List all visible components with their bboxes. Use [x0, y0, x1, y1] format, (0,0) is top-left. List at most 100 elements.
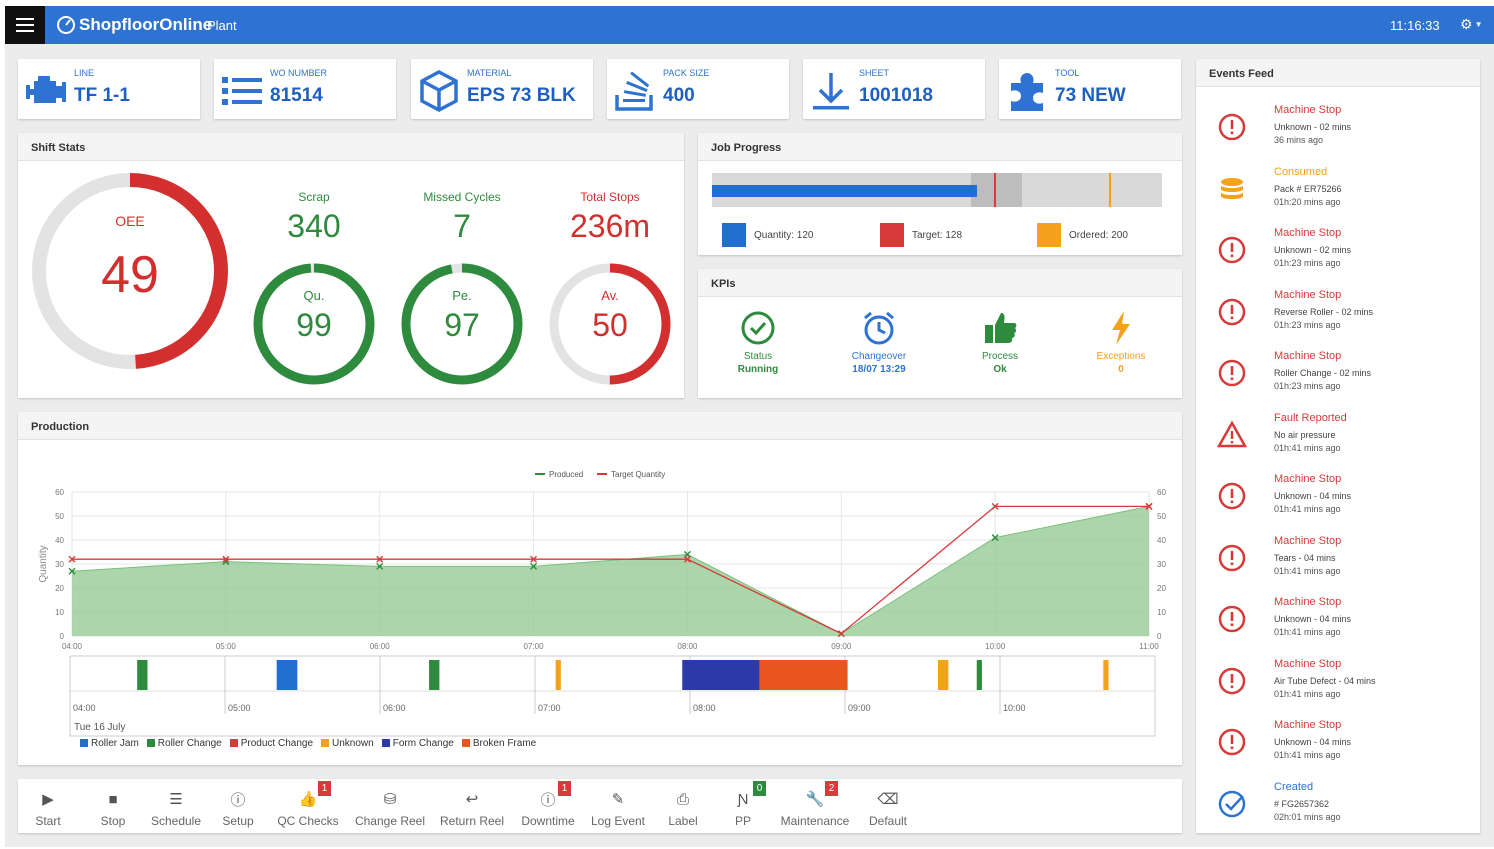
info-card-value: 400 — [663, 85, 695, 106]
event-title: Machine Stop — [1274, 227, 1342, 239]
alarm-clock-icon — [819, 307, 939, 349]
event-item[interactable]: Machine Stop Unknown - 04 mins 01h:41 mi… — [1206, 595, 1476, 656]
info-card-pack-size: PACK SIZE 400 — [607, 59, 789, 119]
legend-target: Target: 128 — [880, 223, 962, 247]
event-item[interactable]: Machine Stop Unknown - 02 mins 36 mins a… — [1206, 103, 1476, 164]
list-icon — [220, 69, 264, 113]
timeline-date-label: Tue 16 July — [74, 722, 125, 733]
kpi-process[interactable]: Process Ok — [940, 307, 1060, 375]
event-title: Machine Stop — [1274, 534, 1342, 547]
event-time: 01h:20 mins ago — [1274, 196, 1341, 207]
kpi-status[interactable]: Status Running — [698, 307, 818, 375]
event-description: No air pressure — [1274, 429, 1336, 440]
availability-value: 50 — [592, 307, 628, 343]
settings-menu[interactable]: ⚙ ▼ — [1460, 16, 1482, 33]
action-qc-checks-button[interactable]: 1 👍 QC Checks — [268, 781, 348, 828]
menu-button[interactable] — [5, 6, 45, 44]
event-description: Unknown - 04 mins — [1274, 491, 1352, 501]
play-icon: ▶ — [42, 791, 54, 808]
y-axis-label: Quantity — [38, 545, 49, 582]
event-time: 01h:41 mins ago — [1274, 442, 1341, 453]
stop-icon: ■ — [108, 790, 118, 808]
info-card-label: Line — [74, 68, 95, 78]
timeline-event — [938, 660, 949, 690]
list-icon: ☰ — [169, 791, 183, 808]
timeline-event — [276, 660, 298, 690]
target-point — [1145, 502, 1153, 510]
action-log-event-button[interactable]: ✎ Log Event — [578, 787, 658, 828]
kpis-panel: KPIs Status Running Changeover 18/07 13:… — [698, 269, 1182, 398]
action-maintenance-button[interactable]: 2 🔧 Maintenance — [775, 781, 855, 828]
event-item[interactable]: Machine Stop Reverse Roller - 02 mins 01… — [1206, 288, 1476, 349]
info-card-value: 81514 — [270, 85, 323, 106]
action-schedule-button[interactable]: ☰ Schedule — [136, 787, 216, 828]
timeline-hour-label: 06:00 — [383, 703, 406, 713]
action-default-button[interactable]: ⌫ Default — [848, 787, 928, 828]
x-tick-label: 08:00 — [677, 642, 698, 651]
action-return-reel-button[interactable]: ↩ Return Reel — [432, 787, 512, 828]
y-tick-label-right: 20 — [1157, 584, 1166, 593]
total-stops-label: Total Stops — [580, 190, 640, 204]
target-marker — [994, 173, 997, 207]
brand-logo[interactable]: ShopfloorOnline — [57, 15, 212, 35]
kpi-exceptions[interactable]: Exceptions 0 — [1061, 307, 1181, 375]
produced-point — [530, 562, 538, 570]
action-label: Stop — [100, 814, 126, 828]
action-label: Log Event — [590, 814, 646, 828]
produced-point — [991, 534, 999, 542]
kpi-label: Exceptions — [1096, 351, 1146, 362]
event-time: 01h:41 mins ago — [1274, 750, 1341, 760]
legend-swatch — [80, 739, 88, 748]
event-item[interactable]: Fault Reported No air pressure 01h:41 mi… — [1206, 411, 1476, 472]
timeline-hour-label: 09:00 — [848, 703, 871, 713]
event-item[interactable]: Machine Stop Unknown - 02 mins 01h:23 mi… — [1206, 226, 1476, 287]
action-stop-button[interactable]: ■ Stop — [73, 787, 153, 829]
y-tick-label: 30 — [55, 560, 64, 569]
kpi-changeover[interactable]: Changeover 18/07 13:29 — [819, 307, 939, 375]
event-title: Machine Stop — [1274, 104, 1342, 116]
action-downtime-button[interactable]: 1 ⓘ Downtime — [508, 781, 588, 828]
timeline-legend-item: Form Change — [381, 738, 454, 749]
action-label: Label — [668, 814, 698, 828]
check-circle-icon — [698, 307, 818, 349]
timeline-event — [1103, 660, 1109, 690]
event-item[interactable]: Machine Stop Unknown - 04 mins 01h:41 mi… — [1206, 472, 1476, 533]
gauge-logo-icon — [57, 16, 75, 34]
timeline-hour-label: 08:00 — [693, 703, 716, 713]
cube-icon — [417, 69, 461, 113]
x-tick-label: 11:00 — [1139, 642, 1159, 651]
action-label: Setup — [222, 814, 254, 828]
timeline-event — [137, 660, 148, 690]
info-card-label: TOOL — [1055, 68, 1080, 78]
performance-label: Pe. — [452, 288, 472, 303]
action-label: Change Reel — [354, 814, 426, 828]
action-badge: 1 — [558, 781, 571, 796]
action-setup-button[interactable]: ⓘ Setup — [198, 787, 278, 829]
panel-title: Job Progress — [698, 133, 1182, 161]
job-progress-panel: Job Progress Quantity: 120 Target: 128 O… — [698, 133, 1182, 255]
missed-cycles-label: Missed Cycles — [423, 190, 501, 204]
action-label-button[interactable]: ⎙ Label — [643, 787, 723, 829]
action-change-reel-button[interactable]: ⛁ Change Reel — [350, 787, 430, 828]
event-item[interactable]: Machine Stop Roller Change - 02 mins 01h… — [1206, 349, 1476, 410]
action-label: PP — [734, 814, 751, 828]
event-item[interactable]: Created # FG2657362 02h:01 mins ago — [1206, 780, 1476, 841]
event-item[interactable]: Machine Stop Air Tube Defect - 04 mins 0… — [1206, 657, 1476, 718]
legend-label: Unknown — [332, 738, 374, 749]
event-item[interactable]: Consumed Pack # ER75266 01h:20 mins ago — [1206, 165, 1476, 226]
thumbs-up-icon: 👍 — [298, 791, 318, 808]
info-card-material: MATERIAL EPS 73 BLK — [411, 59, 593, 119]
ordered-marker — [1109, 173, 1112, 207]
action-start-button[interactable]: ▶ Start — [8, 787, 88, 828]
event-title: Machine Stop — [1274, 657, 1342, 670]
y-tick-label-right: 10 — [1157, 608, 1166, 617]
ordered-swatch — [1037, 223, 1061, 247]
event-item[interactable]: Machine Stop Unknown - 04 mins 01h:41 mi… — [1206, 718, 1476, 779]
event-item[interactable]: Machine Stop Tears - 04 mins 01h:41 mins… — [1206, 534, 1476, 595]
target-point — [837, 630, 845, 638]
engine-icon — [24, 69, 68, 113]
alert-circle-icon — [1216, 296, 1248, 328]
event-title: Machine Stop — [1274, 288, 1342, 301]
brand-name: ShopfloorOnline — [79, 15, 213, 34]
